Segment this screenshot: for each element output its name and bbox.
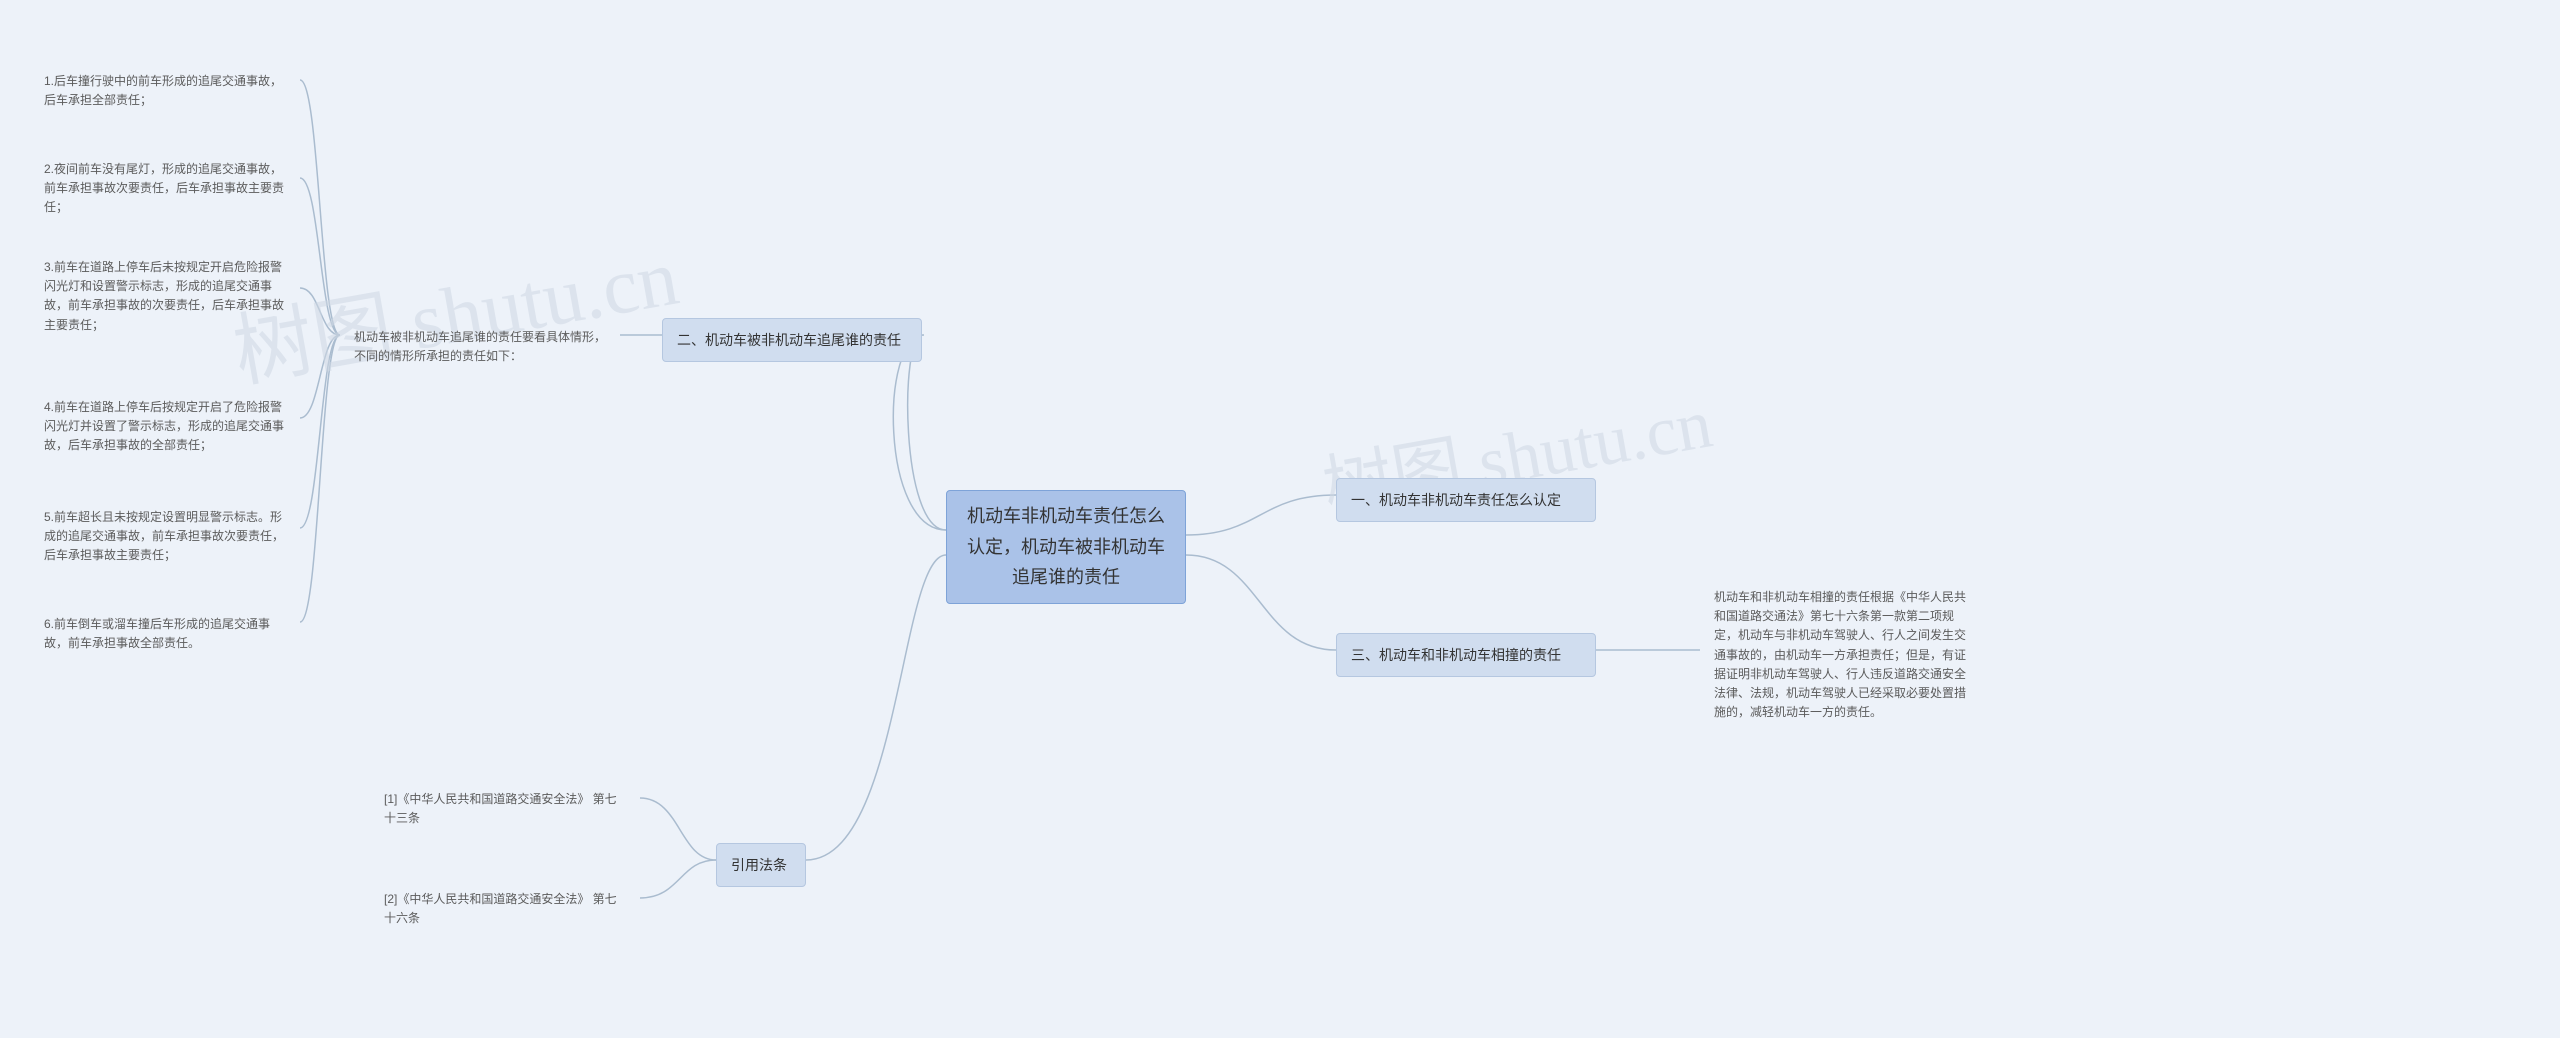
leaf-ref-1: [1]《中华人民共和国道路交通安全法》 第七十三条 (370, 780, 640, 838)
leaf-case-6: 6.前车倒车或溜车撞后车形成的追尾交通事故，前车承担事故全部责任。 (30, 605, 300, 663)
leaf-case-3: 3.前车在道路上停车后未按规定开启危险报警闪光灯和设置警示标志，形成的追尾交通事… (30, 248, 300, 345)
leaf-section-2-intro: 机动车被非机动车追尾谁的责任要看具体情形，不同的情形所承担的责任如下： (340, 318, 620, 376)
leaf-case-4: 4.前车在道路上停车后按规定开启了危险报警闪光灯并设置了警示标志，形成的追尾交通… (30, 388, 300, 466)
branch-section-2[interactable]: 二、机动车被非机动车追尾谁的责任 (662, 318, 922, 362)
branch-section-1[interactable]: 一、机动车非机动车责任怎么认定 (1336, 478, 1596, 522)
leaf-section-3-detail: 机动车和非机动车相撞的责任根据《中华人民共和国道路交通法》第七十六条第一款第二项… (1700, 578, 1980, 732)
root-node[interactable]: 机动车非机动车责任怎么认定，机动车被非机动车追尾谁的责任 (946, 490, 1186, 604)
branch-references[interactable]: 引用法条 (716, 843, 806, 887)
leaf-ref-2: [2]《中华人民共和国道路交通安全法》 第七十六条 (370, 880, 640, 938)
leaf-case-1: 1.后车撞行驶中的前车形成的追尾交通事故，后车承担全部责任； (30, 62, 300, 120)
leaf-case-5: 5.前车超长且未按规定设置明显警示标志。形成的追尾交通事故，前车承担事故次要责任… (30, 498, 300, 576)
branch-section-3[interactable]: 三、机动车和非机动车相撞的责任 (1336, 633, 1596, 677)
leaf-case-2: 2.夜间前车没有尾灯，形成的追尾交通事故，前车承担事故次要责任，后车承担事故主要… (30, 150, 300, 228)
